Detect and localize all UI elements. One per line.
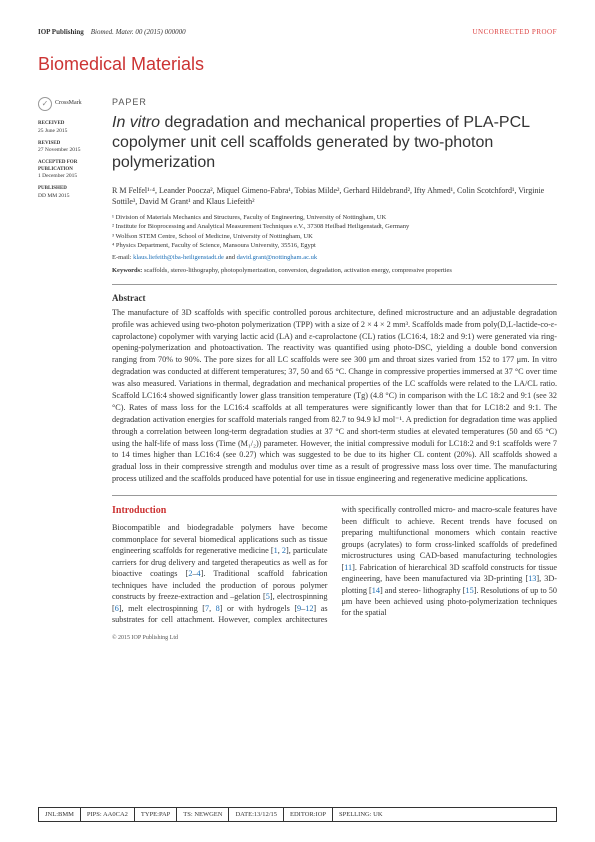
ref-link[interactable]: 15 (466, 586, 474, 595)
top-bar: IOP Publishing Biomed. Mater. 00 (2015) … (38, 28, 557, 36)
received-date: 25 June 2015 (38, 128, 100, 135)
abstract-body: The manufacture of 3D scaffolds with spe… (112, 307, 557, 485)
footer-ts: TS: NEWGEN (177, 808, 229, 821)
journal-title: Biomedical Materials (38, 54, 557, 75)
accepted-label: ACCEPTED FOR PUBLICATION (38, 160, 100, 173)
crossmark-icon: ✓ (38, 97, 52, 111)
paper-type-label: PAPER (112, 97, 557, 107)
footer-spelling: SPELLING: UK (333, 808, 556, 821)
publisher: IOP Publishing (38, 28, 84, 36)
affiliation-3: ³ Wolfson STEM Centre, School of Medicin… (112, 232, 557, 241)
keywords-list: scaffolds, stereo-lithography, photopoly… (144, 267, 452, 274)
title-italic: In vitro (112, 114, 160, 131)
authors: R M Felfel¹·⁴, Leander Poocza², Miquel G… (112, 185, 557, 207)
crossmark-badge[interactable]: ✓ CrossMark (38, 97, 100, 111)
revised-date: 27 November 2015 (38, 147, 100, 154)
title-main: degradation and mechanical properties of… (112, 114, 529, 171)
body-columns: Introduction Biocompatible and biodegrad… (112, 504, 557, 625)
footer-editor: EDITOR:IOP (284, 808, 333, 821)
copyright: © 2015 IOP Publishing Ltd (112, 635, 557, 641)
affiliation-2: ² Institute for Bioprocessing and Analyt… (112, 222, 557, 231)
email-prefix: E-mail: (112, 254, 133, 261)
published-date: DD MM 2015 (38, 193, 100, 200)
abstract-heading: Abstract (112, 293, 557, 303)
paper-title: In vitro degradation and mechanical prop… (112, 113, 557, 173)
affiliations: ¹ Division of Materials Mechanics and St… (112, 213, 557, 249)
divider (112, 495, 557, 496)
divider (112, 284, 557, 285)
ref-link[interactable]: 14 (372, 586, 380, 595)
affiliation-1: ¹ Division of Materials Mechanics and St… (112, 213, 557, 222)
intro-heading: Introduction (112, 504, 328, 518)
affiliation-4: ⁴ Physics Department, Faculty of Science… (112, 241, 557, 250)
footer-date: DATE:13/12/15 (229, 808, 284, 821)
email-link-1[interactable]: klaus.liefeith@iba-heiligenstadt.de (133, 254, 224, 261)
footer-jnl: JNL:BMM (39, 808, 81, 821)
sidebar: ✓ CrossMark RECEIVED 25 June 2015 REVISE… (38, 97, 100, 641)
email-line: E-mail: klaus.liefeith@iba-heiligenstadt… (112, 254, 557, 261)
main-content: PAPER In vitro degradation and mechanica… (112, 97, 557, 641)
journal-ref: Biomed. Mater. 00 (2015) 000000 (91, 28, 186, 36)
footer-table: JNL:BMM PIPS: AA0CA2 TYPE:PAP TS: NEWGEN… (38, 807, 557, 822)
email-link-2[interactable]: david.grant@nottingham.ac.uk (237, 254, 318, 261)
footer-pips: PIPS: AA0CA2 (81, 808, 135, 821)
accepted-date: 1 December 2015 (38, 173, 100, 180)
keywords-label: Keywords: (112, 267, 144, 274)
ref-link[interactable]: 11 (344, 563, 352, 572)
proof-notice: UNCORRECTED PROOF (472, 28, 557, 36)
keywords: Keywords: scaffolds, stereo-lithography,… (112, 267, 557, 274)
crossmark-label: CrossMark (55, 100, 82, 108)
footer-type: TYPE:PAP (135, 808, 177, 821)
